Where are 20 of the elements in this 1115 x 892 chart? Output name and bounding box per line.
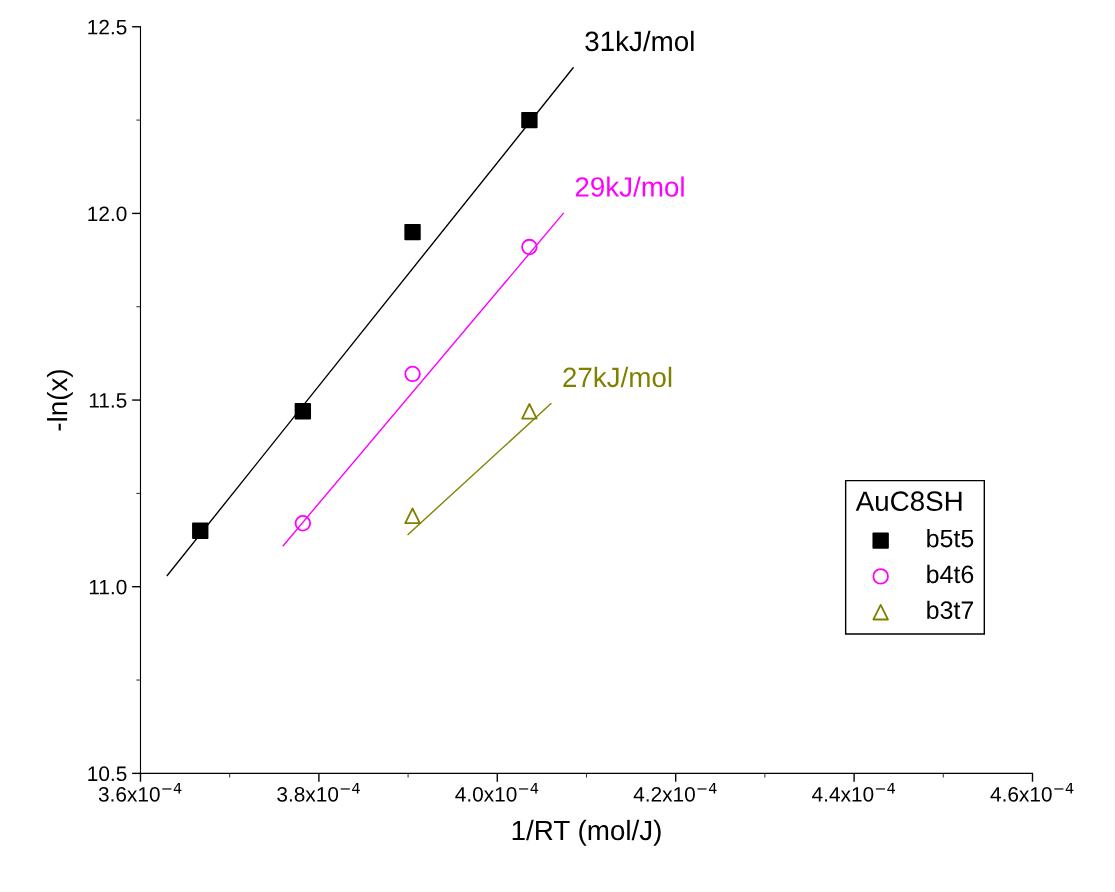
x-tick-label: 4.6x10$^{−4}$ xyxy=(990,782,1074,802)
y-tick-label: 12.0 xyxy=(88,206,127,222)
series-label: 29kJ/mol xyxy=(575,176,684,197)
x-tick-label: 3.8x10$^{−4}$ xyxy=(277,782,360,802)
series-label: 31kJ/mol xyxy=(585,30,694,52)
x-tick-label: 4.2x10$^{−4}$ xyxy=(633,782,717,802)
x-tick-label: 3.6x10$^{−4}$ xyxy=(98,782,182,802)
x-axis-title: 1/RT (mol/J) xyxy=(512,819,661,846)
legend-label: b5t5 xyxy=(927,529,974,548)
x-tick-label: 4.4x10$^{−4}$ xyxy=(812,782,896,802)
legend-label: b3t7 xyxy=(927,600,974,619)
y-tick-label: 10.5 xyxy=(88,766,127,782)
y-axis-title: -ln(x) xyxy=(46,370,73,431)
legend-label: b4t6 xyxy=(927,564,974,584)
y-tick-label: 12.5 xyxy=(88,19,127,35)
x-tick-label: 4.0x10$^{−4}$ xyxy=(455,782,539,802)
y-tick-label: 11.0 xyxy=(89,579,127,595)
y-tick-label: 11.5 xyxy=(89,393,127,408)
legend-title: AuC8SH xyxy=(855,491,962,512)
series-label: 27kJ/mol xyxy=(563,366,672,388)
